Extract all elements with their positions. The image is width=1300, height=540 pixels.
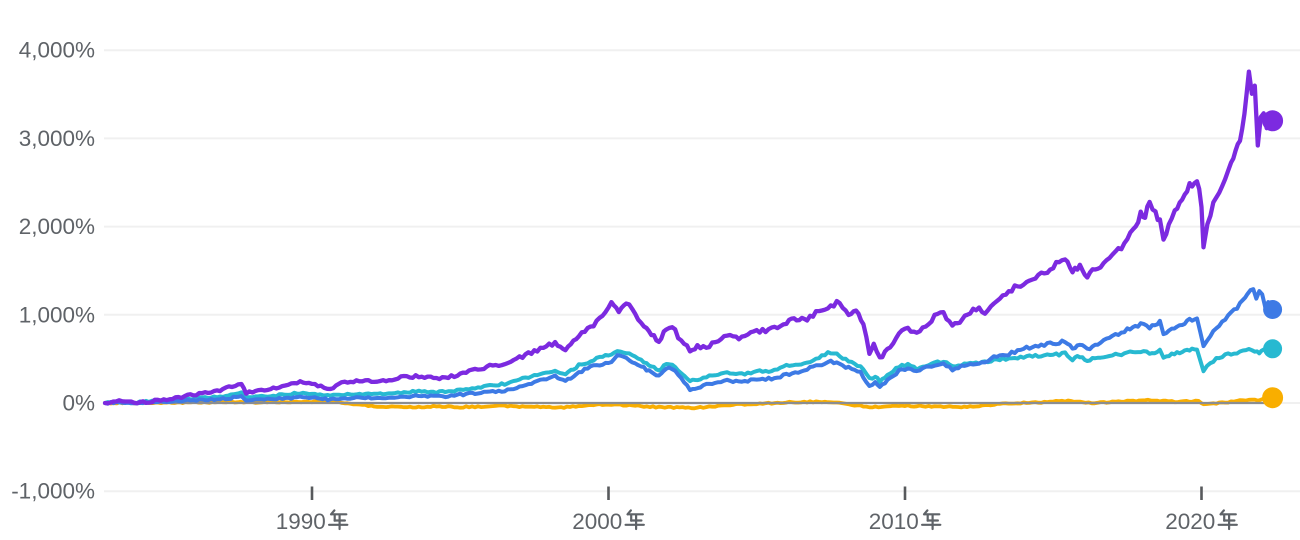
x-axis-tick-marks — [310, 486, 1203, 500]
x-axis-tick-label: 1990 — [276, 509, 326, 534]
x-axis-tick-label: 2000 — [572, 509, 622, 534]
series-lines — [102, 69, 1275, 406]
y-axis-tick-label: 4,000% — [19, 38, 95, 63]
yellow-series-end-dot — [1262, 387, 1284, 409]
kanji-year-glyph — [1217, 509, 1238, 531]
purple-series-line — [102, 69, 1275, 406]
y-axis-tick-label: 2,000% — [19, 214, 95, 239]
kanji-year-glyph — [328, 509, 349, 531]
y-axis-labels: 4,000% 3,000% 2,000% 1,000% 0% -1,000% — [11, 38, 95, 504]
y-axis-tick-label: -1,000% — [11, 479, 95, 504]
x-axis-labels: 1990 2000 2010 2020 — [276, 509, 1238, 534]
kanji-year-glyph — [920, 509, 942, 531]
x-axis-tick-label: 2010 — [869, 509, 919, 534]
blue-series-end-dot — [1263, 300, 1283, 319]
purple-series-end-dot — [1262, 110, 1284, 132]
y-axis-tick-label: 1,000% — [19, 302, 95, 327]
cyan-series-end-dot — [1263, 339, 1283, 359]
y-axis-tick-label: 0% — [62, 391, 95, 416]
y-axis-tick-label: 3,000% — [19, 126, 95, 151]
gridlines — [104, 49, 1300, 493]
x-axis-tick-label: 2020 — [1165, 509, 1215, 534]
series-end-dots — [1262, 110, 1284, 409]
blue-series-line — [103, 287, 1275, 406]
cyan-series-line — [103, 346, 1275, 405]
kanji-year-glyph — [624, 509, 645, 531]
